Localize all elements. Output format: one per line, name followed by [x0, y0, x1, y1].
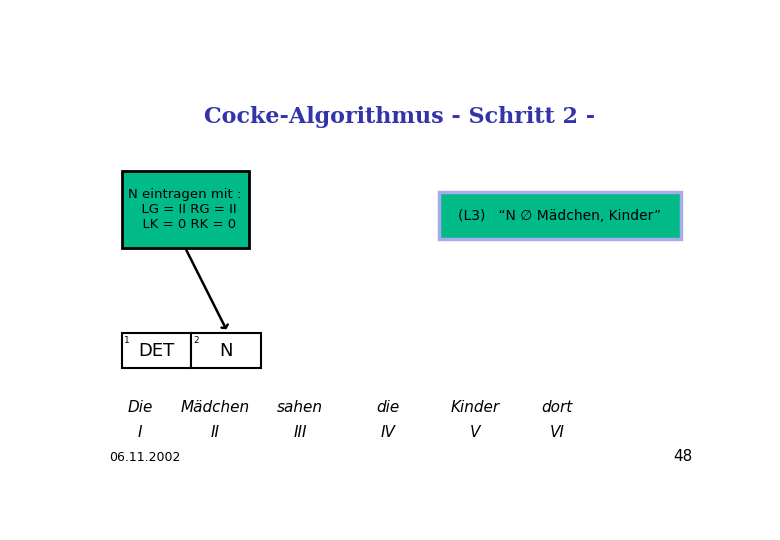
Text: III: III — [293, 426, 307, 440]
Text: dort: dort — [541, 400, 573, 415]
Text: V: V — [470, 426, 480, 440]
Text: 06.11.2002: 06.11.2002 — [109, 451, 181, 464]
Text: 1: 1 — [124, 336, 129, 345]
Text: DET: DET — [138, 342, 175, 360]
Text: VI: VI — [549, 426, 565, 440]
Text: N: N — [219, 342, 232, 360]
Text: N eintragen mit :
  LG = II RG = II
  LK = 0 RK = 0: N eintragen mit : LG = II RG = II LK = 0… — [129, 188, 242, 231]
Text: Cocke-Algorithmus - Schritt 2 -: Cocke-Algorithmus - Schritt 2 - — [204, 106, 595, 128]
Text: 48: 48 — [674, 449, 693, 464]
Text: 2: 2 — [193, 336, 199, 345]
FancyBboxPatch shape — [439, 192, 681, 239]
FancyBboxPatch shape — [122, 171, 249, 248]
FancyBboxPatch shape — [191, 333, 261, 368]
Text: IV: IV — [380, 426, 395, 440]
FancyBboxPatch shape — [122, 333, 191, 368]
Text: sahen: sahen — [277, 400, 323, 415]
Text: Kinder: Kinder — [451, 400, 500, 415]
Text: (L3)   “N ∅ Mädchen, Kinder”: (L3) “N ∅ Mädchen, Kinder” — [459, 208, 661, 222]
Text: die: die — [376, 400, 399, 415]
Text: II: II — [211, 426, 220, 440]
Text: I: I — [137, 426, 142, 440]
Text: Mädchen: Mädchen — [181, 400, 250, 415]
Text: Die: Die — [127, 400, 153, 415]
